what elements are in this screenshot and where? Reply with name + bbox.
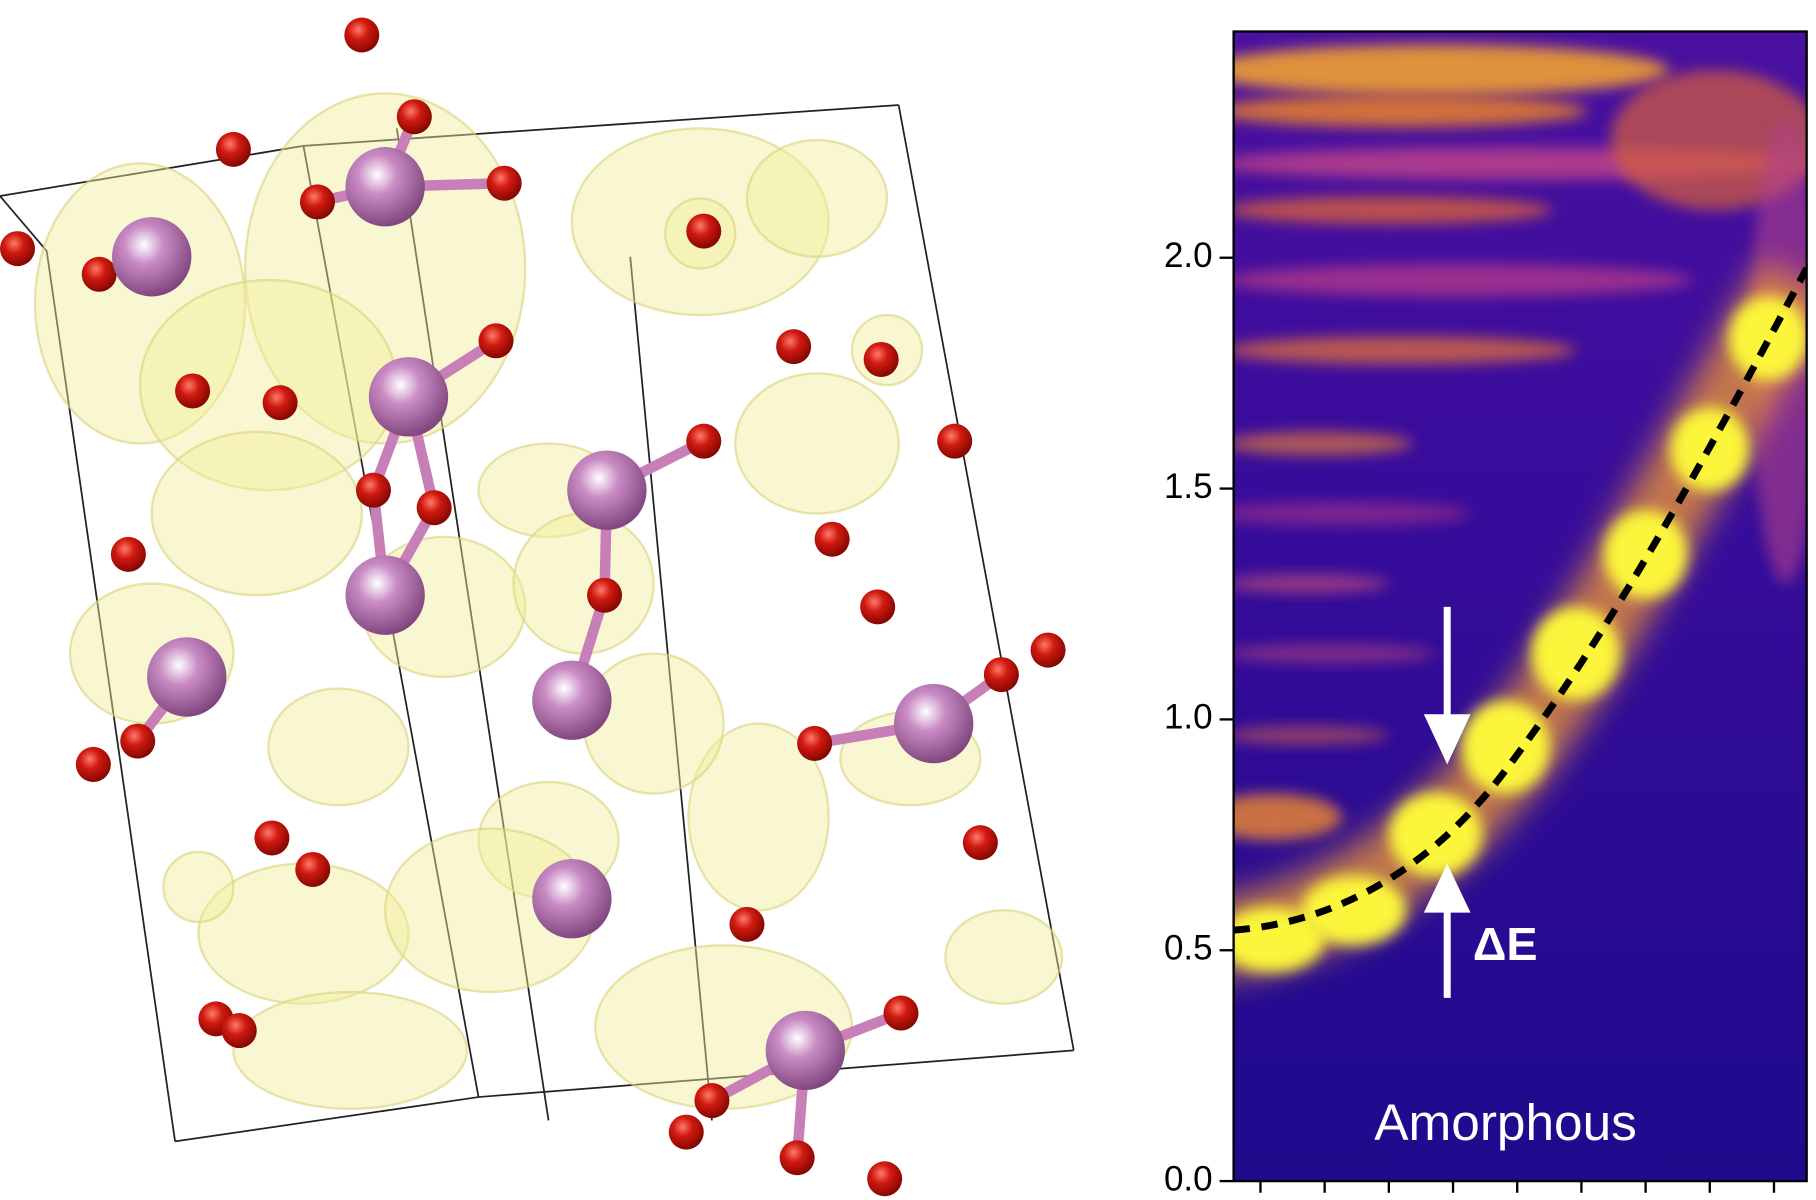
oxygen-atom (478, 323, 514, 359)
phosphorus-atom (345, 555, 425, 635)
y-tick-label: 0.0 (1164, 1159, 1213, 1198)
heatmap-peak (1603, 510, 1688, 599)
oxygen-atom (396, 99, 432, 135)
phosphorus-atom (532, 660, 612, 740)
heatmap-peak (1301, 875, 1407, 946)
oxygen-atom (883, 995, 919, 1031)
oxygen-atom (75, 746, 111, 782)
charge-isosurface (232, 990, 469, 1110)
oxygen-atom (867, 1161, 903, 1197)
heatmap-peak (1728, 296, 1807, 381)
phosphorus-atom (765, 1010, 845, 1091)
phosphorus-atom (112, 217, 192, 297)
oxygen-atom (668, 1114, 704, 1150)
heatmap-streak (1233, 501, 1471, 526)
heatmap-peak (1388, 792, 1483, 877)
cell-edge (45, 250, 176, 1142)
charge-isosurface (162, 850, 235, 924)
oxygen-atom (776, 329, 812, 365)
oxygen-atom (110, 536, 146, 572)
oxygen-atom (295, 851, 331, 887)
oxygen-atom (262, 385, 298, 421)
phosphorus-atom (893, 683, 974, 764)
heatmap-peak (1461, 700, 1550, 794)
oxygen-atom (120, 723, 156, 759)
heatmap-streak (1233, 336, 1576, 365)
oxygen-atom (486, 165, 522, 201)
charge-isosurface (944, 909, 1064, 1005)
charge-isosurface (582, 652, 725, 795)
oxygen-atom (355, 472, 391, 508)
oxygen-atom (0, 231, 36, 267)
heatmap-streak (1233, 263, 1693, 297)
oxygen-atom (221, 1013, 257, 1049)
charge-isosurface (512, 512, 655, 655)
heatmap-streak (1233, 793, 1343, 841)
heatmap-streak (1233, 574, 1389, 593)
charge-isosurface (150, 430, 363, 597)
oxygen-atom (416, 490, 452, 526)
oxygen-atom (686, 423, 722, 459)
oxygen-atom (814, 521, 850, 557)
oxygen-atom (175, 373, 211, 409)
oxygen-atom (983, 657, 1019, 693)
y-tick-label: 0.5 (1164, 929, 1213, 968)
oxygen-atom (686, 213, 722, 249)
heatmap-streak (1233, 44, 1669, 96)
arrow-head (1423, 863, 1471, 913)
y-tick-label: 2.0 (1164, 236, 1213, 275)
dispersion-fit (1233, 266, 1807, 934)
cell-edge (395, 128, 550, 1121)
heatmap (1233, 31, 1807, 1182)
charge-isosurface (687, 722, 830, 912)
plot-frame (1232, 30, 1808, 1183)
oxygen-atom (344, 17, 380, 53)
heatmap-streak (1233, 431, 1413, 456)
phosphorus-atom (368, 357, 449, 437)
heatmap-streak (1233, 644, 1436, 663)
oxygen-atom (215, 131, 251, 167)
annotation-label: Amorphous (1374, 1094, 1637, 1151)
oxygen-atom (937, 423, 973, 459)
heatmap-streak (1610, 70, 1807, 211)
cell-edge (0, 195, 48, 252)
charge-isosurface (745, 138, 889, 258)
oxygen-atom (587, 577, 623, 613)
heatmap-streak (1233, 725, 1389, 745)
oxygen-atom (729, 906, 765, 942)
molecule-structure (0, 17, 1075, 1197)
cell-edge (897, 104, 1075, 1051)
oxygen-atom (254, 820, 290, 856)
phosphorus-atom (567, 450, 647, 530)
oxygen-atom (962, 825, 998, 861)
heatmap-streak (1233, 196, 1553, 225)
y-tick-label: 1.5 (1164, 467, 1213, 506)
cell-edge (629, 256, 713, 1121)
oxygen-atom (694, 1083, 730, 1119)
arrow-head (1423, 714, 1471, 765)
oxygen-atom (299, 184, 335, 220)
oxygen-atom (797, 725, 833, 761)
oxygen-atom (863, 341, 899, 377)
heatmap-streak (1233, 94, 1588, 128)
oxygen-atom (81, 256, 117, 292)
y-tick-label: 1.0 (1164, 698, 1213, 737)
charge-isosurface (734, 372, 900, 515)
cell-edge (0, 145, 304, 197)
oxygen-atom (779, 1140, 815, 1176)
phosphorus-atom (147, 637, 227, 717)
heatmap-peak (1233, 906, 1325, 973)
charge-isosurface (267, 687, 410, 807)
phosphorus-atom (532, 858, 612, 939)
phosphorus-atom (345, 147, 425, 227)
oxygen-atom (860, 589, 896, 625)
cell-edge (174, 1096, 479, 1143)
heatmap-peak (1531, 606, 1620, 701)
oxygen-atom (1030, 632, 1066, 668)
delta-e-label: ΔE (1473, 918, 1538, 970)
